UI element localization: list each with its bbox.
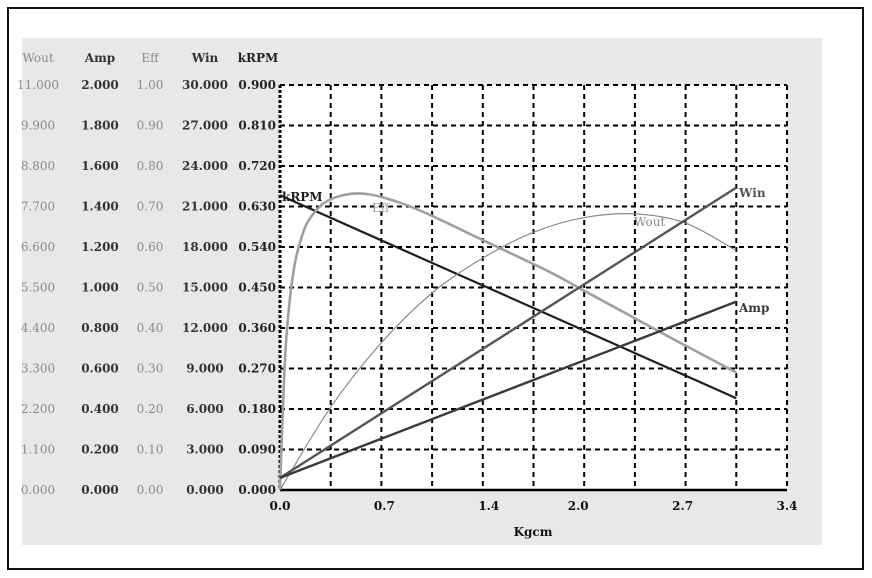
y-tick-label-amp: 2.000 xyxy=(81,78,119,92)
series-label-krpm: kRPM xyxy=(282,190,323,204)
y-tick-label-eff: 0.00 xyxy=(137,483,164,497)
y-tick-label-wout: 5.500 xyxy=(21,281,55,295)
y-tick-label-wout: 3.300 xyxy=(21,362,55,376)
series-line-krpm xyxy=(279,194,737,400)
y-tick-label-wout: 8.800 xyxy=(21,159,55,173)
y-tick-label-eff: 0.90 xyxy=(137,119,164,133)
series-label-wout: Wout xyxy=(634,215,665,229)
y-tick-label-win: 3.000 xyxy=(186,443,224,457)
y-tick-label-eff: 0.80 xyxy=(137,159,164,173)
y-tick-label-win: 21.000 xyxy=(182,200,228,214)
y-tick-label-eff: 0.20 xyxy=(137,402,164,416)
y-tick-label-eff: 0.50 xyxy=(137,281,164,295)
x-tick-label: 2.7 xyxy=(672,499,693,513)
series-line-win xyxy=(279,186,737,479)
y-tick-label-eff: 0.30 xyxy=(137,362,164,376)
y-tick-label-krpm: 0.630 xyxy=(238,200,276,214)
y-tick-label-amp: 1.200 xyxy=(81,240,119,254)
y-tick-label-wout: 2.200 xyxy=(21,402,55,416)
y-tick-label-krpm: 0.360 xyxy=(238,321,276,335)
y-tick-label-win: 24.000 xyxy=(182,159,228,173)
x-axis-label: Kgcm xyxy=(514,525,553,539)
y-tick-label-amp: 1.000 xyxy=(81,281,119,295)
y-tick-label-win: 27.000 xyxy=(182,119,228,133)
y-tick-label-amp: 0.800 xyxy=(81,321,119,335)
y-tick-label-win: 0.000 xyxy=(186,483,224,497)
y-tick-label-wout: 11.000 xyxy=(17,78,59,92)
y-tick-label-wout: 6.600 xyxy=(21,240,55,254)
series-label-win: Win xyxy=(738,186,766,200)
x-tick-label: 2.0 xyxy=(568,499,589,513)
y-tick-label-krpm: 0.270 xyxy=(238,362,276,376)
series-label-eff: Eff xyxy=(372,201,391,215)
x-tick-label: 0.0 xyxy=(270,499,291,513)
series-line-amp xyxy=(279,300,737,479)
y-tick-label-krpm: 0.900 xyxy=(238,78,276,92)
series-label-amp: Amp xyxy=(738,301,769,315)
axis-header-krpm: kRPM xyxy=(238,51,279,65)
axis-header-wout: Wout xyxy=(22,51,53,65)
y-tick-label-amp: 1.800 xyxy=(81,119,119,133)
y-tick-label-amp: 0.400 xyxy=(81,402,119,416)
y-tick-label-wout: 7.700 xyxy=(21,200,55,214)
y-tick-label-krpm: 0.180 xyxy=(238,402,276,416)
y-tick-label-eff: 0.60 xyxy=(137,240,164,254)
y-tick-label-eff: 0.70 xyxy=(137,200,164,214)
y-tick-label-wout: 4.400 xyxy=(21,321,55,335)
y-tick-label-win: 6.000 xyxy=(186,402,224,416)
y-tick-label-amp: 0.000 xyxy=(81,483,119,497)
y-tick-label-krpm: 0.090 xyxy=(238,443,276,457)
y-tick-label-eff: 1.00 xyxy=(137,78,164,92)
axis-header-amp: Amp xyxy=(84,51,115,65)
y-tick-label-win: 30.000 xyxy=(182,78,228,92)
y-tick-label-amp: 1.400 xyxy=(81,200,119,214)
y-tick-label-win: 12.000 xyxy=(182,321,228,335)
y-tick-label-amp: 0.200 xyxy=(81,443,119,457)
y-tick-label-win: 15.000 xyxy=(182,281,228,295)
series-line-wout xyxy=(279,213,737,491)
series-line-eff xyxy=(278,192,737,491)
y-tick-label-krpm: 0.450 xyxy=(238,281,276,295)
y-tick-label-win: 18.000 xyxy=(182,240,228,254)
y-tick-label-krpm: 0.810 xyxy=(238,119,276,133)
y-tick-label-wout: 0.000 xyxy=(21,483,55,497)
y-tick-label-wout: 1.100 xyxy=(21,443,55,457)
y-tick-label-win: 9.000 xyxy=(186,362,224,376)
x-tick-label: 1.4 xyxy=(478,499,499,513)
y-tick-label-amp: 1.600 xyxy=(81,159,119,173)
axis-header-eff: Eff xyxy=(141,51,160,65)
y-tick-label-amp: 0.600 xyxy=(81,362,119,376)
y-tick-label-eff: 0.40 xyxy=(137,321,164,335)
y-tick-label-krpm: 0.720 xyxy=(238,159,276,173)
y-tick-label-wout: 9.900 xyxy=(21,119,55,133)
x-tick-label: 3.4 xyxy=(777,499,798,513)
y-tick-label-eff: 0.10 xyxy=(137,443,164,457)
y-tick-label-krpm: 0.000 xyxy=(238,483,276,497)
axis-header-win: Win xyxy=(191,51,219,65)
x-tick-label: 0.7 xyxy=(374,499,395,513)
y-tick-label-krpm: 0.540 xyxy=(238,240,276,254)
